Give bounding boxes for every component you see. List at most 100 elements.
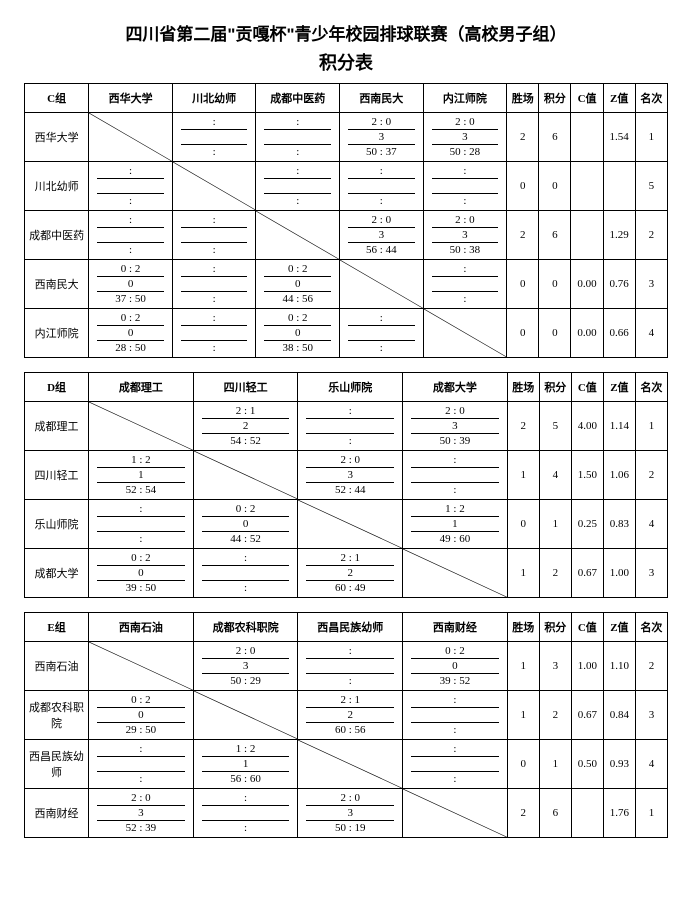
match-points [202,806,290,821]
stat-cell: 0 [539,162,571,211]
stat-header: 名次 [635,373,667,402]
team-row-label: 西昌民族幼师 [25,740,89,789]
stat-cell: 4 [635,500,667,549]
match-cell: :: [298,642,403,691]
stat-cell: 4 [539,451,571,500]
point-score: 56 : 60 [202,772,290,786]
team-header: 西南石油 [89,613,194,642]
match-points: 3 [432,228,499,243]
match-points [97,179,164,194]
stat-cell: 0 [507,500,539,549]
diagonal-cell [193,451,298,500]
table-row: 川北幼师::::::::005 [25,162,668,211]
stat-cell: 1 [507,549,539,598]
team-header: 内江师院 [423,84,507,113]
set-score: 2 : 0 [348,213,415,228]
table-row: 成都大学0 : 2039 : 50::2 : 1260 : 49120.671.… [25,549,668,598]
match-points [306,659,394,674]
stat-cell [571,211,603,260]
set-score: 2 : 0 [348,115,415,130]
point-score: : [202,821,290,835]
set-score: : [411,453,499,468]
match-cell: :: [89,500,194,549]
match-points: 0 [264,326,331,341]
stat-header: Z值 [603,613,635,642]
point-score: : [348,194,415,208]
team-row-label: 成都大学 [25,549,89,598]
set-score: : [97,502,185,517]
set-score: : [181,262,248,277]
stat-cell [603,162,635,211]
match-points: 0 [264,277,331,292]
match-points: 3 [432,130,499,145]
stat-cell: 1.14 [603,402,635,451]
diagonal-cell [340,260,424,309]
match-points: 0 [411,659,499,674]
table-row: 西昌民族幼师::1 : 2156 : 60::010.500.934 [25,740,668,789]
match-cell: :: [403,740,508,789]
stat-header: 胜场 [507,613,539,642]
stat-cell: 1.06 [603,451,635,500]
match-points: 3 [348,228,415,243]
point-score: : [432,292,499,306]
set-score: 0 : 2 [411,644,499,659]
stat-header: C值 [571,373,603,402]
match-points [411,468,499,483]
set-score: 2 : 0 [432,213,499,228]
team-row-label: 四川轻工 [25,451,89,500]
set-score: : [181,213,248,228]
set-score: 2 : 1 [306,551,394,566]
match-points: 2 [202,419,290,434]
stat-header: 名次 [635,613,667,642]
point-score: 39 : 52 [411,674,499,688]
team-row-label: 西华大学 [25,113,89,162]
diagonal-cell [193,691,298,740]
match-cell: 2 : 0350 : 38 [423,211,507,260]
point-score: 38 : 50 [264,341,331,355]
team-header: 四川轻工 [193,373,298,402]
set-score: : [411,693,499,708]
stat-cell: 0.67 [571,549,603,598]
point-score: : [411,772,499,786]
point-score: 44 : 56 [264,292,331,306]
point-score: : [411,723,499,737]
stat-header: 名次 [635,84,667,113]
point-score: : [181,341,248,355]
point-score: 49 : 60 [411,532,499,546]
match-cell: 2 : 0356 : 44 [340,211,424,260]
stat-cell: 0.83 [603,500,635,549]
team-header: 川北幼师 [172,84,256,113]
match-points: 3 [348,130,415,145]
page-subtitle: 积分表 [24,49,668,75]
match-points [348,179,415,194]
stat-header: 胜场 [507,373,539,402]
stat-cell: 0 [507,162,539,211]
stat-cell: 0 [539,260,571,309]
match-cell: 2 : 1260 : 56 [298,691,403,740]
diagonal-cell [89,113,173,162]
match-cell: 2 : 0350 : 39 [403,402,508,451]
stat-header: Z值 [603,373,635,402]
match-points: 3 [306,468,394,483]
set-score: 2 : 0 [411,404,499,419]
team-header: 西昌民族幼师 [298,613,403,642]
set-score: 0 : 2 [202,502,290,517]
match-cell: :: [403,691,508,740]
set-score: : [306,644,394,659]
diagonal-cell [172,162,256,211]
stat-cell: 3 [635,549,667,598]
stat-cell: 1.10 [603,642,635,691]
point-score: : [181,292,248,306]
stat-cell: 0 [507,740,539,789]
stat-cell: 2 [539,549,571,598]
point-score: 50 : 19 [306,821,394,835]
diagonal-cell [403,789,508,838]
group-name: D组 [25,373,89,402]
match-cell: 1 : 2156 : 60 [193,740,298,789]
table-row: 西南石油2 : 0350 : 29::0 : 2039 : 52131.001.… [25,642,668,691]
point-score: : [97,194,164,208]
match-cell: :: [423,260,507,309]
match-cell: :: [193,789,298,838]
match-points [348,326,415,341]
set-score: : [432,164,499,179]
